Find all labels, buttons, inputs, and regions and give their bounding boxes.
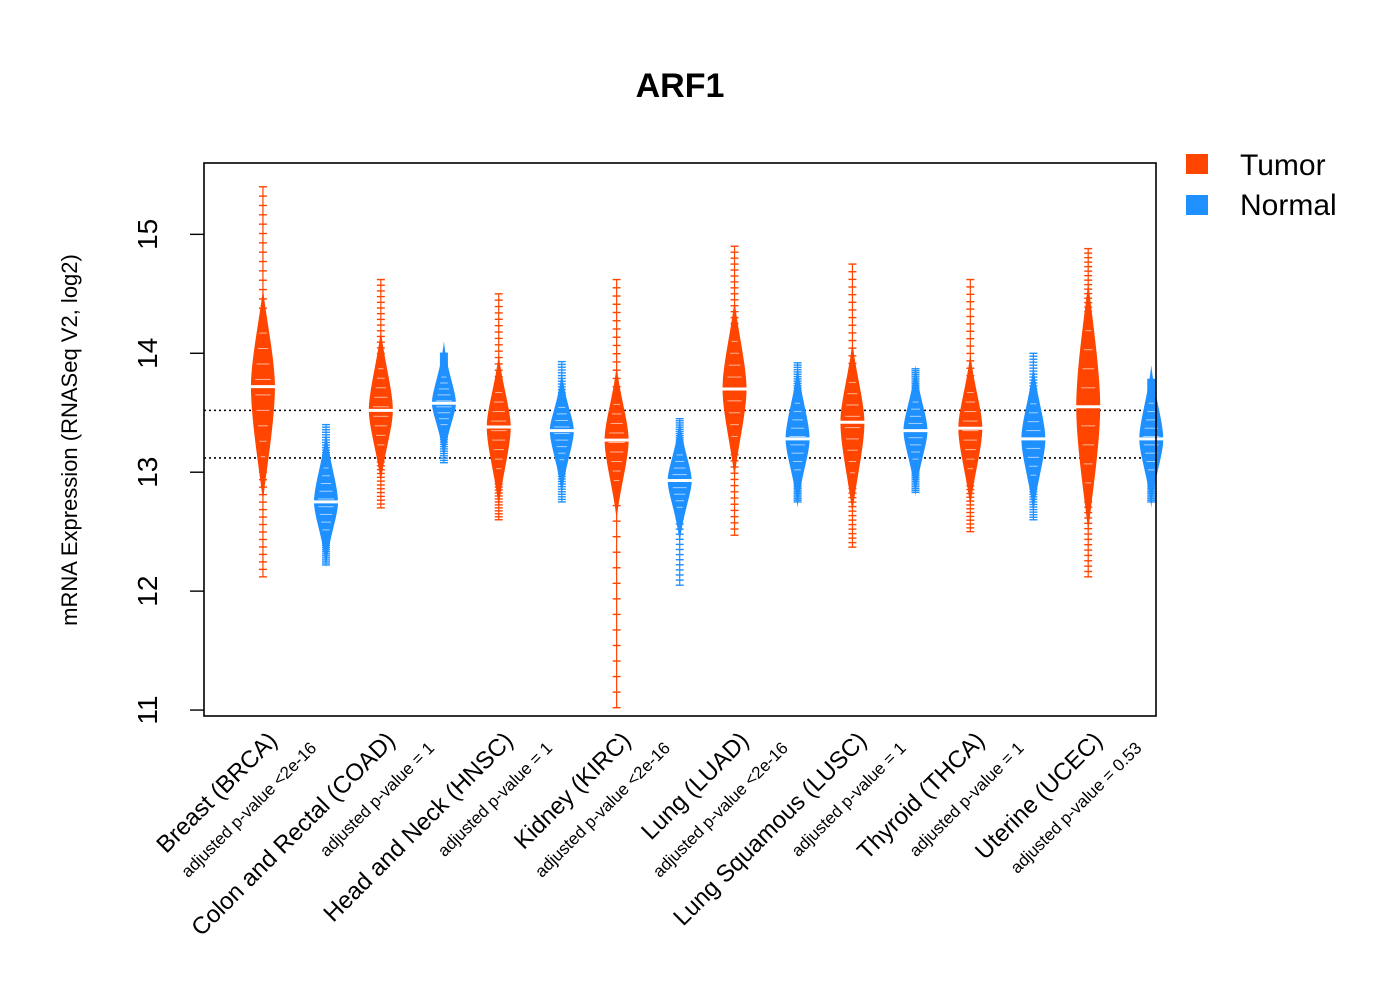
bean-tumor-3 [599, 278, 634, 709]
plot-frame [203, 162, 1157, 717]
bean-normal-7 [1134, 365, 1169, 508]
bean-tumor-2 [481, 293, 516, 521]
bean-normal-0 [309, 423, 344, 568]
y-tick-label-3: 14 [132, 338, 163, 369]
y-tick-label-2: 13 [132, 457, 163, 488]
bean-normal-4 [780, 362, 815, 508]
bean-tumor-0 [245, 186, 280, 578]
plot-area [203, 162, 1169, 717]
bean-normal-5 [898, 365, 933, 496]
y-axis-label: mRNA Expression (RNASeq V2, log2) [57, 254, 82, 626]
bean-tumor-1 [363, 278, 398, 509]
bean-normal-6 [1016, 352, 1051, 521]
y-axis: 11 12 13 14 15 [132, 219, 204, 725]
x-axis-labels: Breast (BRCA)adjusted p-value <2e-16Colo… [151, 727, 1145, 941]
legend-swatch-normal [1186, 195, 1208, 215]
legend-swatch-tumor [1186, 154, 1208, 174]
y-tick-label-4: 15 [132, 219, 163, 250]
y-tick-label-1: 12 [132, 576, 163, 607]
y-tick-label-0: 11 [132, 696, 163, 725]
legend: Tumor Normal [1186, 149, 1337, 222]
bean-tumor-5 [835, 263, 870, 548]
bean-tumor-6 [953, 278, 988, 533]
legend-label-tumor: Tumor [1240, 149, 1326, 182]
bean-tumor-7 [1071, 247, 1106, 578]
chart-title: ARF1 [636, 67, 725, 105]
bean-normal-3 [662, 417, 697, 586]
legend-label-normal: Normal [1240, 189, 1337, 222]
bean-normal-2 [544, 360, 579, 503]
bean-tumor-4 [717, 245, 752, 536]
bean-normal-1 [426, 341, 461, 464]
